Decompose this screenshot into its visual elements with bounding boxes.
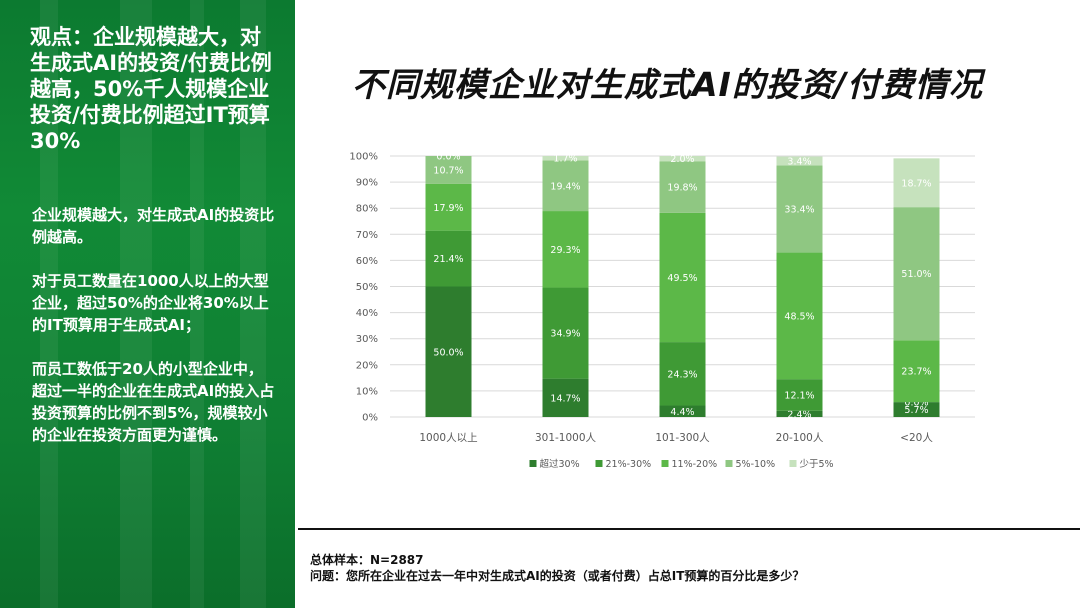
- insight-headline: 观点：企业规模越大，对生成式AI的投资/付费比例越高，50%千人规模企业投资/付…: [30, 25, 272, 153]
- legend-swatch: [661, 460, 669, 467]
- x-tick-label: 301-1000人: [535, 432, 597, 444]
- bar-segment: [776, 156, 823, 166]
- data-label: 21.4%: [433, 254, 463, 265]
- bar-segment: [776, 410, 823, 417]
- bar-segment: [425, 230, 472, 287]
- insight-paragraph: 而员工数低于20人的小型企业中，超过一半的企业在生成式AI的投入占投资预算的比例…: [32, 360, 275, 444]
- bar-segment: [893, 340, 940, 403]
- y-tick-label: 80%: [356, 204, 378, 215]
- bar-segment: [893, 158, 940, 208]
- data-label: 48.5%: [784, 311, 814, 322]
- insight-panel: 观点：企业规模越大，对生成式AI的投资/付费比例越高，50%千人规模企业投资/付…: [0, 0, 295, 608]
- data-label: 24.3%: [667, 369, 697, 380]
- stacked-bar-chart: 0% 10% 20% 30% 40% 50% 60% 70% 80% 90% 100% 50.0% 21…: [349, 152, 975, 470]
- data-label: 0.0%: [436, 152, 460, 163]
- legend-label: 5%-10%: [736, 459, 776, 470]
- bar-segment: [425, 286, 472, 417]
- y-tick-label: 20%: [356, 360, 378, 371]
- y-tick-label: 90%: [356, 178, 378, 189]
- bar-segment: [893, 402, 940, 417]
- data-label: 14.7%: [550, 393, 580, 404]
- data-label: 49.5%: [667, 273, 697, 284]
- bar-segment: [659, 212, 706, 343]
- y-tick-label: 50%: [356, 282, 378, 293]
- survey-question: 问题：您所在企业在过去一年中对生成式AI的投资（或者付费）占总IT预算的百分比是…: [310, 569, 805, 583]
- legend-label: 21%-30%: [606, 459, 652, 470]
- legend-label: 超过30%: [540, 458, 580, 470]
- legend-label: 11%-20%: [672, 459, 718, 470]
- x-tick-label: <20人: [900, 432, 933, 444]
- insight-paragraph: 企业规模越大，对生成式AI的投资比例越高。: [32, 206, 275, 246]
- divider: [298, 528, 1080, 530]
- x-tick-label: 1000人以上: [419, 432, 477, 444]
- data-label: 4.4%: [670, 407, 694, 418]
- data-label: 19.8%: [667, 183, 697, 194]
- decorative-stripe: [240, 0, 266, 608]
- decorative-stripe: [120, 0, 152, 608]
- data-label: 0.0%: [904, 398, 928, 409]
- data-label: 17.9%: [433, 203, 463, 214]
- decorative-stripe: [190, 0, 204, 608]
- bar-segment: [542, 156, 589, 161]
- data-label: 2.0%: [670, 154, 694, 165]
- data-label: 19.4%: [550, 181, 580, 192]
- bar-segment: [893, 207, 940, 341]
- x-tick-label: 20-100人: [776, 432, 824, 444]
- x-tick-label: 101-300人: [655, 432, 710, 444]
- bar-segment: [425, 156, 472, 184]
- legend-swatch: [789, 460, 797, 467]
- bar-segment: [659, 156, 706, 162]
- decorative-stripe: [40, 0, 58, 608]
- data-label: 29.3%: [550, 245, 580, 256]
- bar-segment: [776, 252, 823, 380]
- bar-segment: [776, 165, 823, 253]
- bar-segment: [659, 161, 706, 213]
- bar-segment: [542, 378, 589, 417]
- legend-swatch: [529, 460, 537, 467]
- sample-size: 总体样本：N=2887: [310, 553, 424, 567]
- y-tick-label: 30%: [356, 334, 378, 345]
- insight-body: 企业规模越大，对生成式AI的投资比例越高。 对于员工数量在1000人以上的大型企…: [32, 204, 277, 468]
- data-label: 2.4%: [787, 409, 811, 420]
- legend-label: 少于5%: [800, 459, 834, 470]
- footer: 总体样本：N=2887 问题：您所在企业在过去一年中对生成式AI的投资（或者付费…: [310, 552, 804, 584]
- bar-segment: [542, 160, 589, 212]
- bar-segment: [776, 379, 823, 411]
- data-label: 12.1%: [784, 390, 814, 401]
- bar-segment: [659, 342, 706, 406]
- data-label: 33.4%: [784, 204, 814, 215]
- data-label: 50.0%: [433, 347, 463, 358]
- y-tick-label: 0%: [362, 413, 378, 424]
- y-tick-label: 40%: [356, 308, 378, 319]
- legend-swatch: [725, 460, 733, 467]
- y-tick-label: 60%: [356, 256, 378, 267]
- data-label: 34.9%: [550, 329, 580, 340]
- data-label: 10.7%: [433, 165, 463, 176]
- data-label: 5.7%: [904, 405, 928, 416]
- data-label: 51.0%: [901, 269, 931, 280]
- data-label: 23.7%: [901, 367, 931, 378]
- insight-paragraph: 对于员工数量在1000人以上的大型企业，超过50%的企业将30%以上的IT预算用…: [32, 272, 269, 334]
- bar-segment: [542, 287, 589, 379]
- data-label: 18.7%: [901, 178, 931, 189]
- bar-segment: [425, 183, 472, 231]
- data-label: 1.7%: [553, 154, 577, 165]
- chart-title: 不同规模企业对生成式AI的投资/付费情况: [352, 65, 983, 104]
- bar-segment: [542, 211, 589, 288]
- bar-segment: [659, 405, 706, 417]
- y-tick-label: 70%: [356, 230, 378, 241]
- y-tick-label: 10%: [356, 386, 378, 397]
- legend-swatch: [595, 460, 603, 467]
- y-tick-label: 100%: [349, 152, 378, 163]
- data-label: 3.4%: [787, 156, 811, 167]
